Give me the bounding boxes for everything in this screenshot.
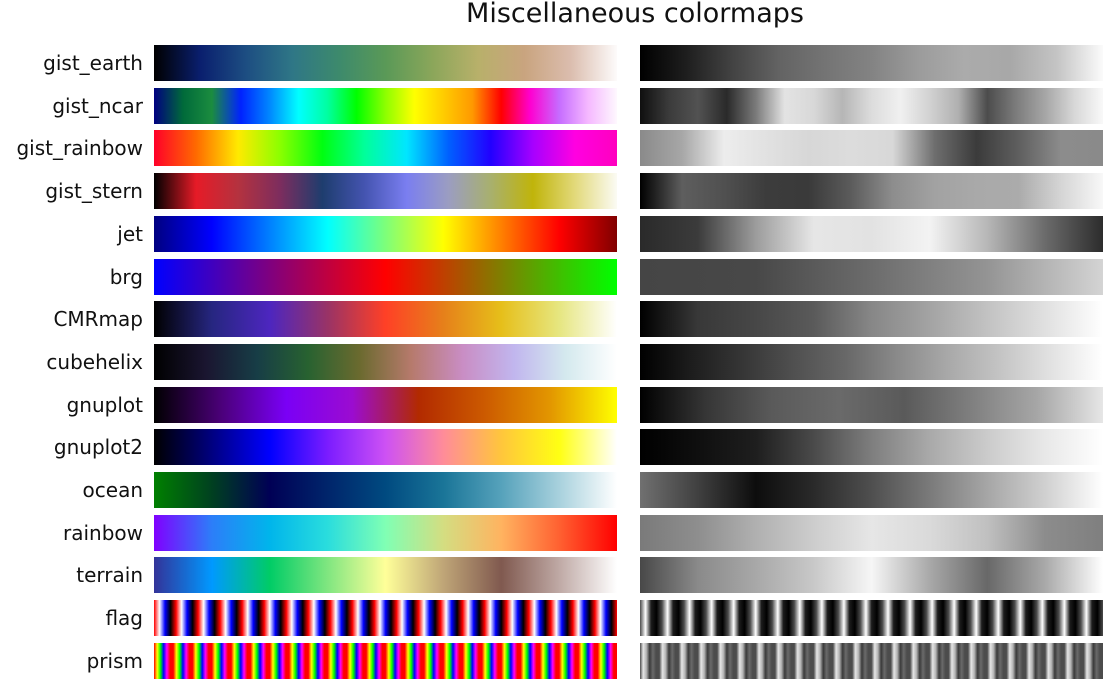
colormap-label: gist_rainbow: [0, 130, 143, 166]
colormap-row: gist_rainbow: [0, 130, 1114, 166]
colormap-strip: [154, 429, 617, 465]
grayscale-strip: [640, 557, 1103, 593]
colormap-row: rainbow: [0, 515, 1114, 551]
colormap-strip: [154, 45, 617, 81]
grayscale-strip: [640, 600, 1103, 636]
grayscale-strip: [640, 429, 1103, 465]
colormap-strip: [154, 472, 617, 508]
grayscale-strip: [640, 344, 1103, 380]
colormap-label: CMRmap: [0, 301, 143, 337]
colormap-strip: [154, 643, 617, 679]
chart-title: Miscellaneous colormaps: [0, 0, 1114, 29]
colormap-row: cubehelix: [0, 344, 1114, 380]
colormap-strip: [154, 515, 617, 551]
grayscale-strip: [640, 643, 1103, 679]
colormap-row: gist_stern: [0, 173, 1114, 209]
colormap-row: flag: [0, 600, 1114, 636]
colormap-row: prism: [0, 643, 1114, 679]
colormap-label: flag: [0, 600, 143, 636]
colormap-strip: [154, 216, 617, 252]
grayscale-strip: [640, 216, 1103, 252]
colormap-label: gist_stern: [0, 173, 143, 209]
colormap-strip: [154, 557, 617, 593]
colormap-label: gnuplot: [0, 387, 143, 423]
grayscale-strip: [640, 387, 1103, 423]
colormap-label: ocean: [0, 472, 143, 508]
grayscale-strip: [640, 88, 1103, 124]
colormap-row: gnuplot2: [0, 429, 1114, 465]
colormap-strip: [154, 387, 617, 423]
grayscale-strip: [640, 130, 1103, 166]
colormap-label: gist_ncar: [0, 88, 143, 124]
grayscale-strip: [640, 259, 1103, 295]
grayscale-strip: [640, 515, 1103, 551]
colormap-row: jet: [0, 216, 1114, 252]
colormap-row: CMRmap: [0, 301, 1114, 337]
colormap-row: terrain: [0, 557, 1114, 593]
colormap-strip: [154, 301, 617, 337]
colormap-label: jet: [0, 216, 143, 252]
colormap-row: gist_earth: [0, 45, 1114, 81]
colormap-strip: [154, 173, 617, 209]
colormap-row: gist_ncar: [0, 88, 1114, 124]
colormap-label: brg: [0, 259, 143, 295]
colormap-label: rainbow: [0, 515, 143, 551]
colormap-label: gist_earth: [0, 45, 143, 81]
colormap-strip: [154, 600, 617, 636]
colormap-label: cubehelix: [0, 344, 143, 380]
grayscale-strip: [640, 472, 1103, 508]
grayscale-strip: [640, 301, 1103, 337]
colormap-row: gnuplot: [0, 387, 1114, 423]
grayscale-strip: [640, 173, 1103, 209]
colormap-label: prism: [0, 643, 143, 679]
colormap-label: gnuplot2: [0, 429, 143, 465]
colormap-row: ocean: [0, 472, 1114, 508]
colormap-strip: [154, 344, 617, 380]
colormap-row: brg: [0, 259, 1114, 295]
colormap-label: terrain: [0, 557, 143, 593]
colormap-strip: [154, 130, 617, 166]
grayscale-strip: [640, 45, 1103, 81]
colormap-strip: [154, 259, 617, 295]
colormap-strip: [154, 88, 617, 124]
